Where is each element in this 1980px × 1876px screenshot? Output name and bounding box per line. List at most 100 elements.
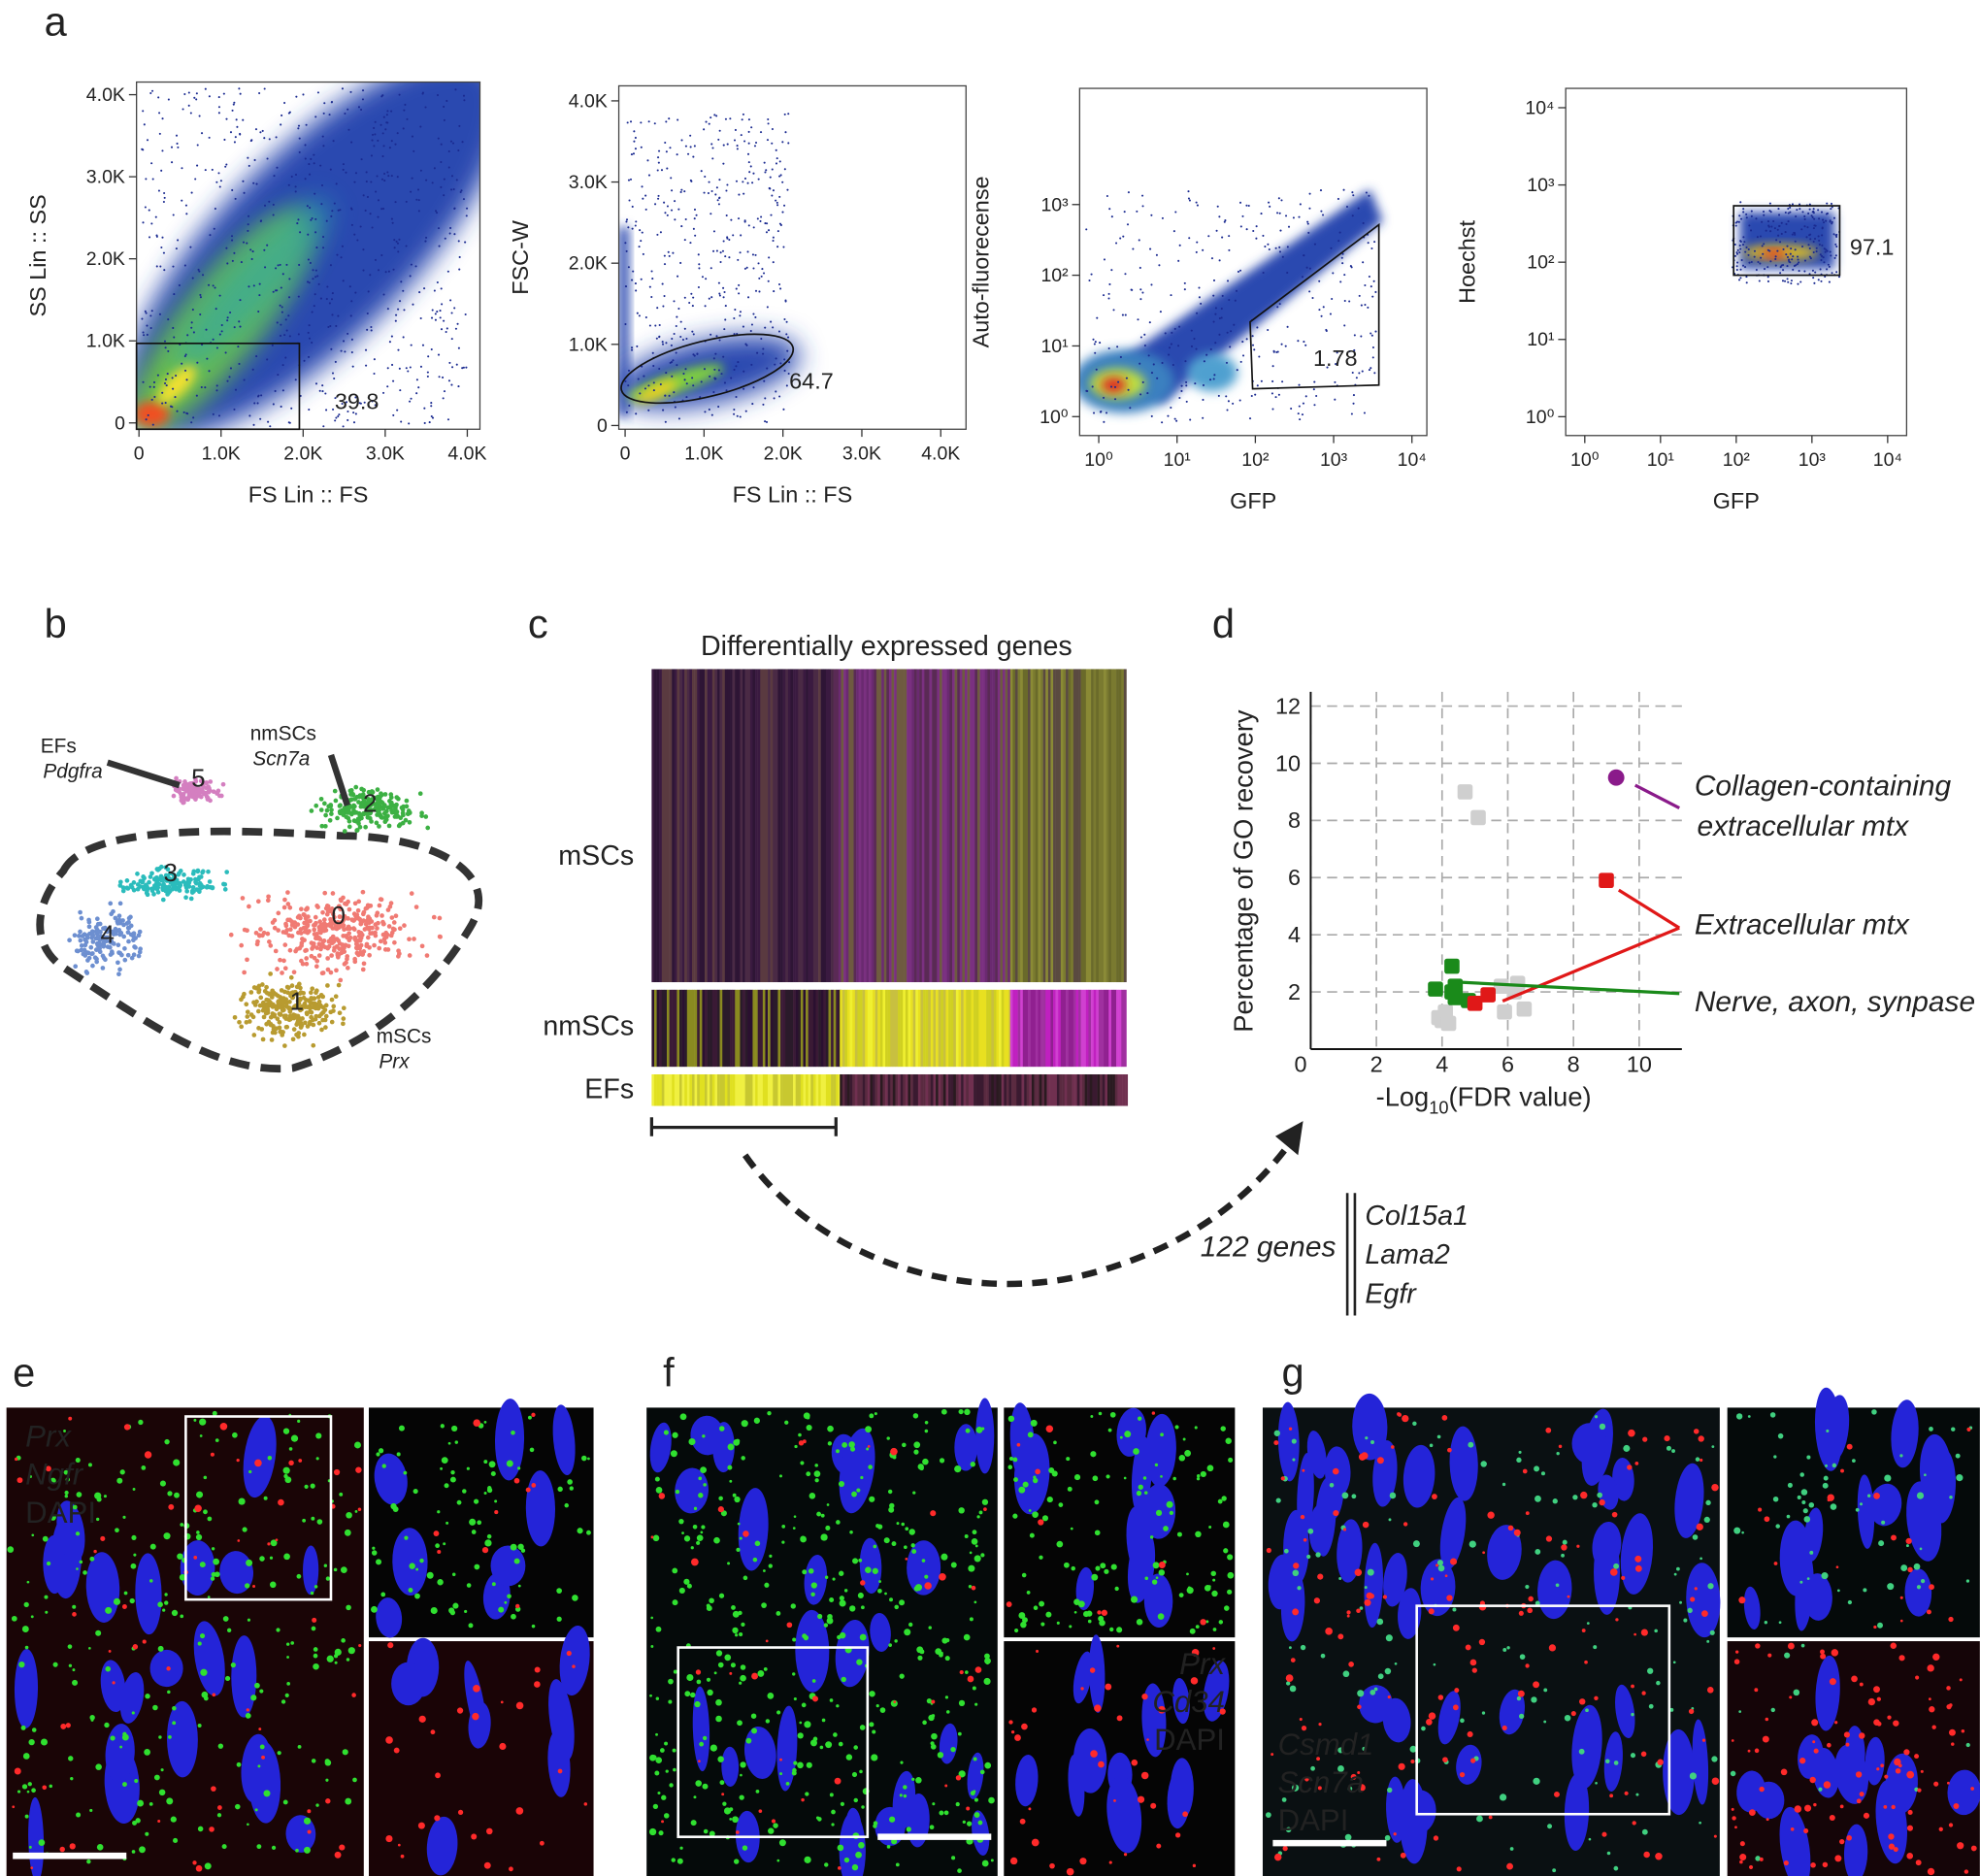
- probe-dot: [776, 1611, 780, 1616]
- event-dot: [1191, 330, 1193, 332]
- heatmap-column: [1019, 1074, 1022, 1106]
- event-dot: [1330, 313, 1332, 314]
- probe-dot: [740, 1537, 742, 1540]
- event-dot: [752, 253, 754, 255]
- probe-dot: [268, 1456, 273, 1461]
- event-dot: [1781, 233, 1783, 235]
- event-dot: [147, 334, 148, 336]
- cell-dot: [329, 971, 334, 975]
- probe-dot: [800, 1461, 804, 1465]
- probe-dot: [904, 1629, 910, 1635]
- event-dot: [633, 141, 635, 143]
- probe-dot: [931, 1699, 935, 1703]
- heatmap-column: [1020, 669, 1023, 982]
- probe-dot: [884, 1537, 890, 1543]
- event-dot: [231, 235, 233, 237]
- event-dot: [161, 403, 163, 405]
- event-dot: [173, 214, 175, 215]
- event-dot: [702, 276, 704, 278]
- cell-dot: [375, 926, 380, 931]
- event-dot: [752, 386, 754, 388]
- cell-dot: [145, 891, 149, 896]
- probe-dot: [1190, 1629, 1196, 1634]
- go-point: [1470, 810, 1486, 826]
- probe-dot: [764, 1667, 768, 1671]
- heatmap-column: [1028, 990, 1031, 1067]
- event-dot: [733, 409, 735, 411]
- heatmap-column: [1007, 669, 1010, 982]
- heatmap-column: [1120, 1074, 1123, 1106]
- heatmap-column: [843, 669, 846, 982]
- micrograph: [1004, 1401, 1235, 1637]
- cell-dot: [247, 905, 251, 909]
- probe-dot: [1099, 1620, 1106, 1627]
- density-layer: [1732, 201, 1840, 284]
- probe-dot: [1200, 1619, 1205, 1625]
- event-dot: [761, 268, 763, 270]
- probe-dot: [974, 1757, 977, 1761]
- event-dot: [158, 190, 160, 192]
- probe-dot: [799, 1722, 802, 1725]
- event-dot: [729, 117, 731, 119]
- probe-dot: [281, 1699, 285, 1703]
- event-dot: [1209, 378, 1211, 380]
- event-dot: [164, 197, 166, 199]
- event-dot: [1351, 412, 1353, 414]
- probe-dot: [222, 1844, 227, 1849]
- probe-dot: [694, 1701, 700, 1707]
- cell-dot: [142, 887, 147, 892]
- probe-dot: [196, 1534, 202, 1540]
- probe-dot: [446, 1522, 448, 1525]
- cell-dot: [323, 945, 328, 950]
- event-dot: [1797, 263, 1798, 265]
- event-dot: [1278, 394, 1280, 396]
- heatmap-column: [920, 1074, 923, 1106]
- probe-dot: [469, 1519, 476, 1526]
- probe-dot: [659, 1493, 666, 1499]
- event-dot: [225, 351, 227, 353]
- probe-dot: [966, 1807, 970, 1811]
- event-dot: [238, 363, 240, 365]
- probe-dot: [888, 1643, 892, 1647]
- heatmap-column: [1025, 669, 1028, 982]
- event-dot: [682, 339, 684, 341]
- event-dot: [706, 121, 708, 123]
- event-dot: [751, 323, 753, 325]
- event-dot: [1352, 214, 1354, 216]
- event-dot: [1767, 249, 1769, 251]
- probe-dot: [100, 1536, 105, 1541]
- heatmap-column: [1018, 669, 1021, 982]
- probe-dot: [317, 1519, 323, 1525]
- cluster-label: 2: [363, 788, 377, 817]
- probe-dot: [833, 1732, 838, 1737]
- event-dot: [373, 145, 375, 147]
- event-dot: [768, 256, 770, 258]
- heatmap-column: [899, 669, 902, 982]
- probe-dot: [655, 1477, 660, 1482]
- density-core: [1101, 378, 1126, 393]
- probe-dot: [467, 1583, 472, 1588]
- probe-dot: [59, 1847, 64, 1852]
- heatmap-column: [662, 990, 665, 1067]
- probe-dot: [1028, 1432, 1034, 1437]
- event-dot: [1736, 220, 1738, 222]
- probe-dot: [200, 1562, 206, 1567]
- event-dot: [160, 247, 162, 248]
- heatmap-column: [755, 990, 758, 1067]
- event-dot: [199, 313, 201, 315]
- probe-dot: [741, 1664, 746, 1670]
- event-dot: [671, 345, 673, 346]
- cell-dot: [260, 982, 265, 987]
- heatmap-column: [760, 669, 763, 982]
- cell-dot: [342, 945, 346, 950]
- heatmap-column: [903, 990, 906, 1067]
- heatmap-column: [667, 990, 670, 1067]
- event-dot: [441, 328, 443, 330]
- event-dot: [1735, 251, 1737, 253]
- event-dot: [392, 380, 394, 382]
- heatmap-column: [840, 990, 842, 1067]
- probe-dot: [97, 1497, 102, 1501]
- probe-dot: [1095, 1565, 1100, 1570]
- event-dot: [1111, 215, 1113, 217]
- y-tick-label: 0: [115, 412, 125, 434]
